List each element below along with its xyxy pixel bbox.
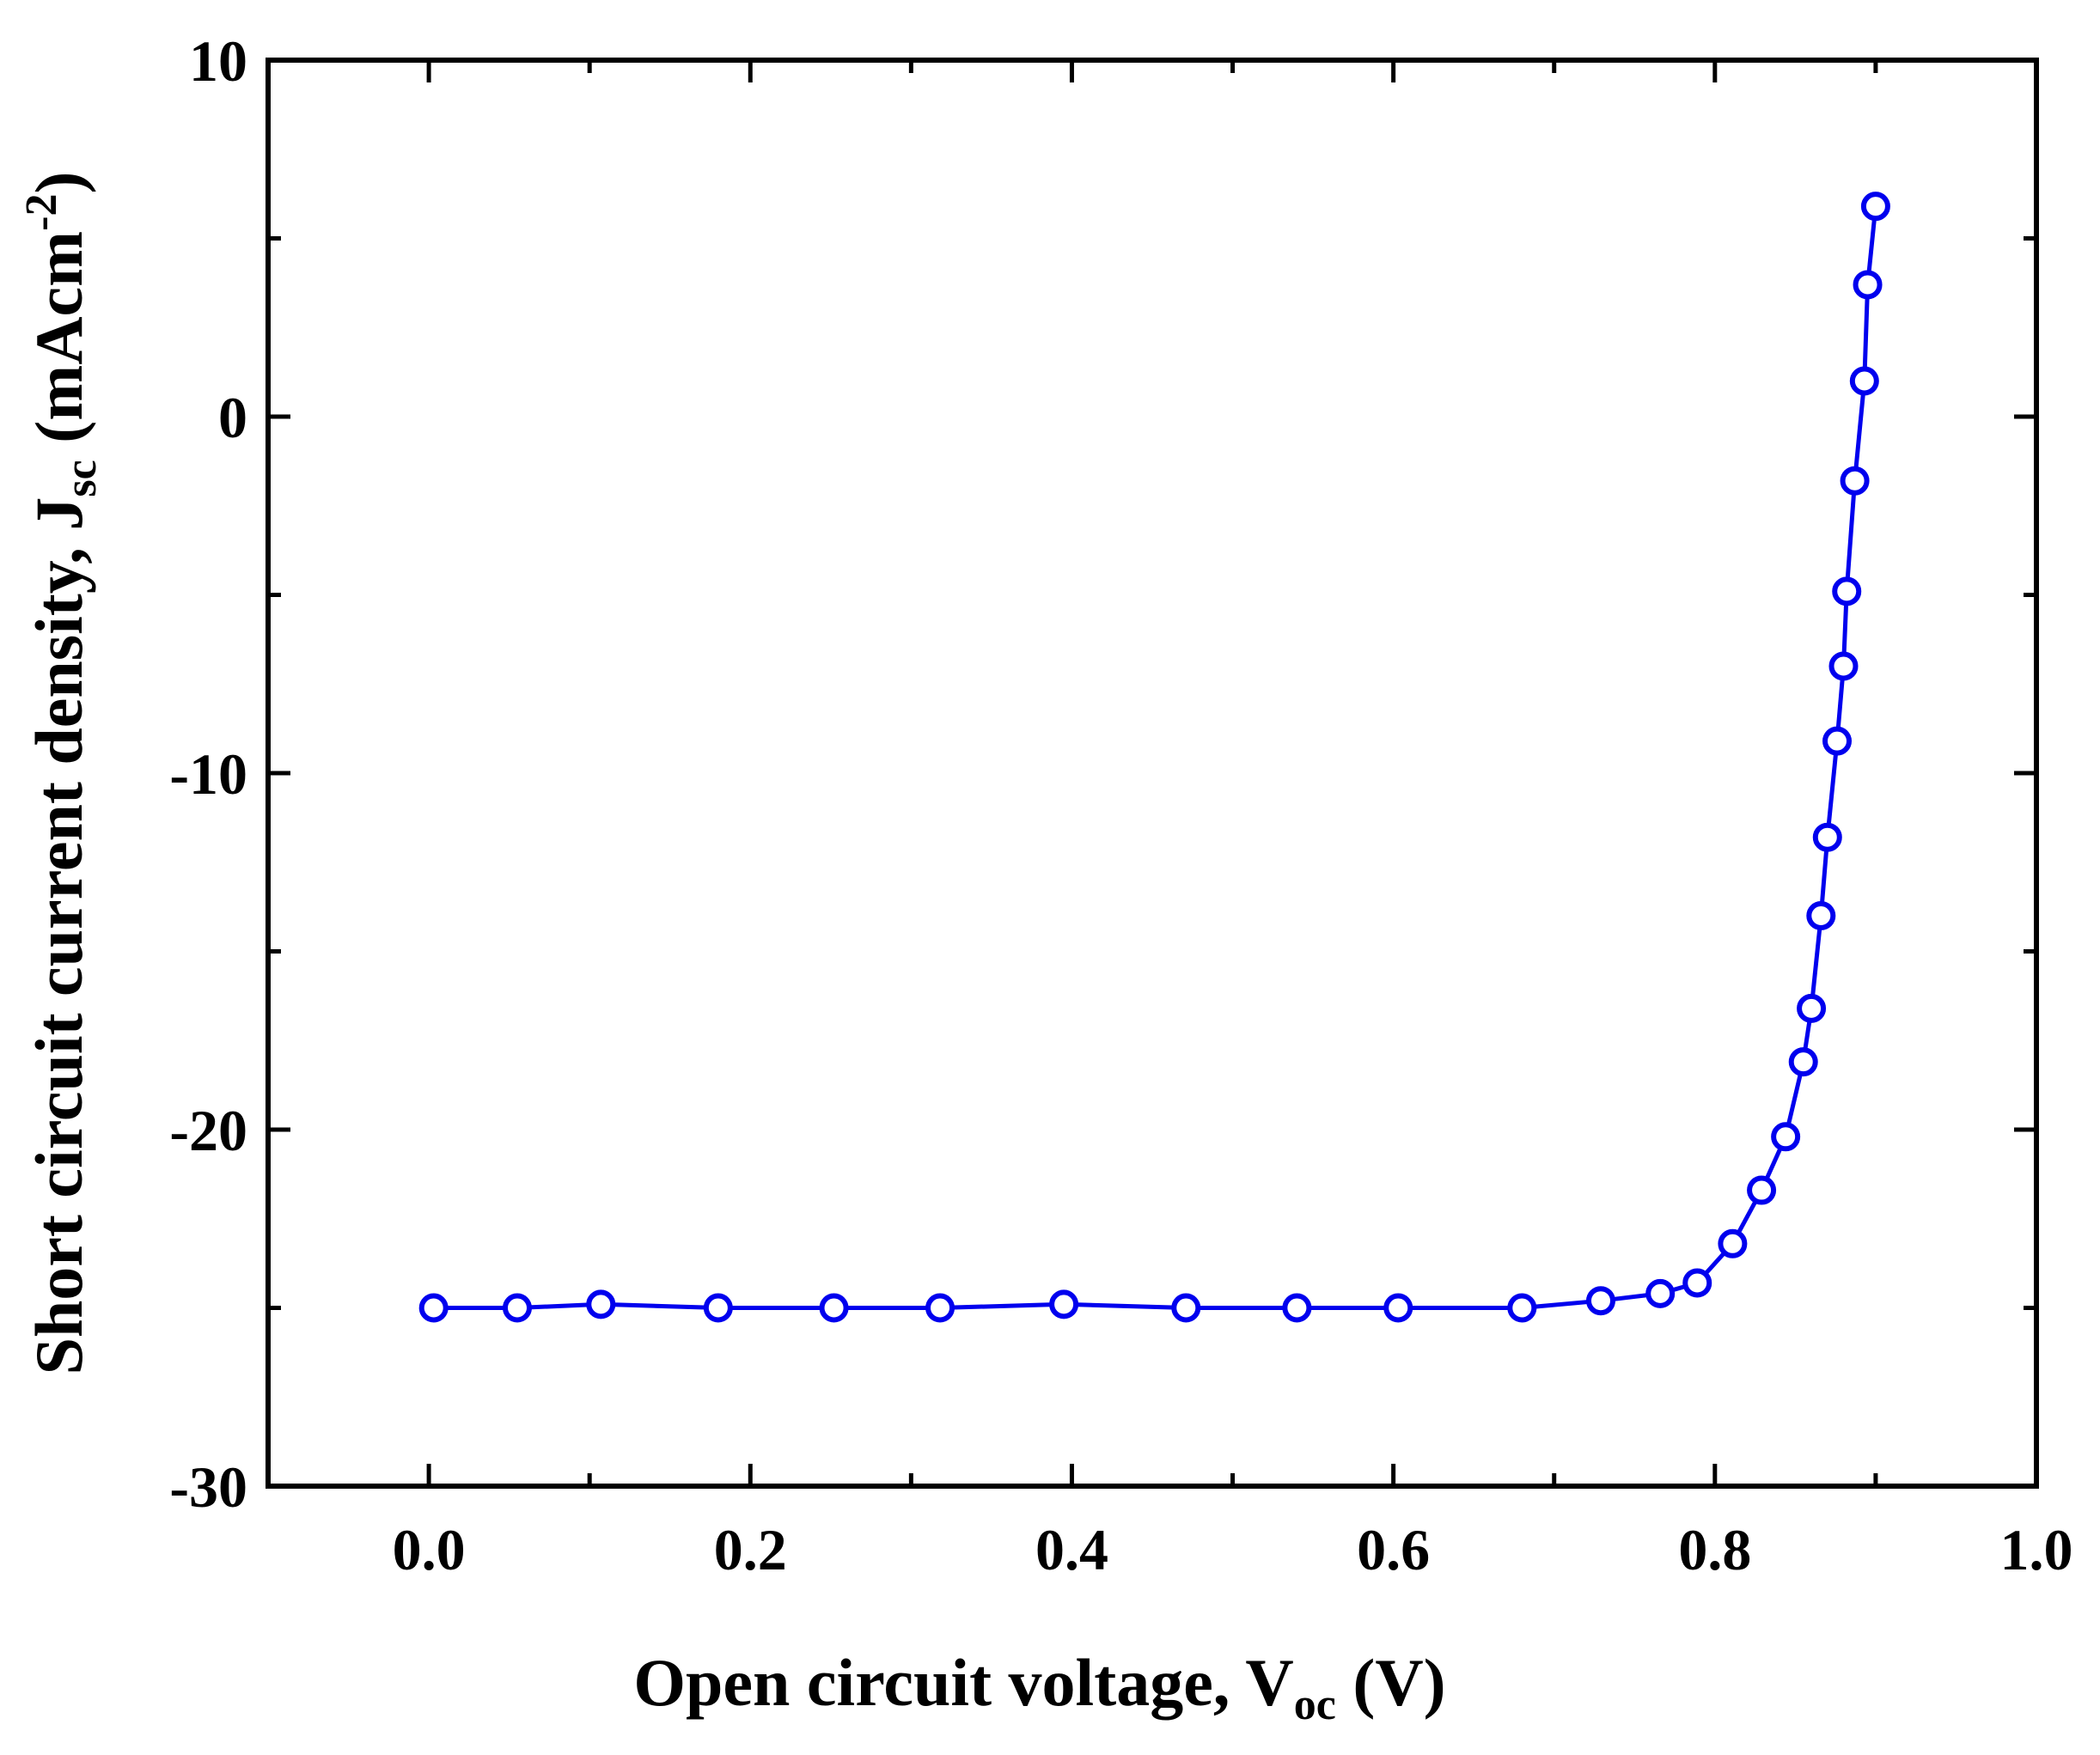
data-point — [1832, 576, 1862, 606]
x-tick-label: 0.6 — [1357, 1517, 1430, 1582]
x-tick-label: 0.4 — [1035, 1517, 1108, 1582]
series-markers — [418, 192, 1890, 1323]
x-tick-label: 0.8 — [1678, 1517, 1751, 1582]
x-tick-label: 0.0 — [393, 1517, 466, 1582]
series-line — [433, 205, 1878, 1310]
axis-ticks — [266, 58, 2036, 1489]
data-point — [703, 1293, 733, 1323]
plot-frame — [266, 58, 2039, 1489]
data-point — [1718, 1228, 1748, 1258]
y-axis-title: Short circuit current density, Jsc (mAcm… — [17, 172, 106, 1375]
data-point — [1853, 270, 1883, 300]
y-tick-label: -10 — [169, 741, 247, 807]
data-point — [1383, 1293, 1413, 1323]
data-point — [1682, 1268, 1712, 1298]
data-point — [1812, 822, 1842, 852]
data-point — [418, 1293, 449, 1323]
data-point — [502, 1293, 532, 1323]
data-point — [1860, 192, 1890, 222]
data-point — [925, 1293, 955, 1323]
x-tick-label: 0.2 — [714, 1517, 787, 1582]
data-point — [1171, 1293, 1201, 1323]
data-point — [586, 1289, 616, 1319]
y-tick-label: 10 — [189, 28, 247, 94]
data-point — [1507, 1293, 1537, 1323]
data-point — [1828, 651, 1859, 681]
y-tick-label: 0 — [218, 385, 247, 450]
data-point — [1747, 1175, 1777, 1205]
data-point — [1797, 993, 1827, 1023]
data-point — [1585, 1286, 1615, 1316]
y-tick-label: -20 — [169, 1098, 247, 1163]
data-point — [1806, 901, 1836, 930]
data-point — [1788, 1047, 1818, 1077]
data-point — [1282, 1293, 1312, 1323]
axis-tick-labels: 0.0 0.2 0.4 0.6 0.8 1.0 -30 -20 -10 0 10 — [169, 28, 2073, 1582]
data-point — [1822, 726, 1853, 756]
data-point — [1840, 466, 1870, 496]
data-point — [1771, 1122, 1801, 1152]
x-axis-title: Open circuit voltage, Voc (V) — [633, 1645, 1445, 1729]
y-tick-label: -30 — [169, 1454, 247, 1520]
data-point — [1049, 1289, 1079, 1319]
x-tick-label: 1.0 — [2000, 1517, 2073, 1582]
data-point — [1645, 1278, 1676, 1308]
data-point — [1849, 366, 1879, 396]
data-point — [819, 1293, 849, 1323]
